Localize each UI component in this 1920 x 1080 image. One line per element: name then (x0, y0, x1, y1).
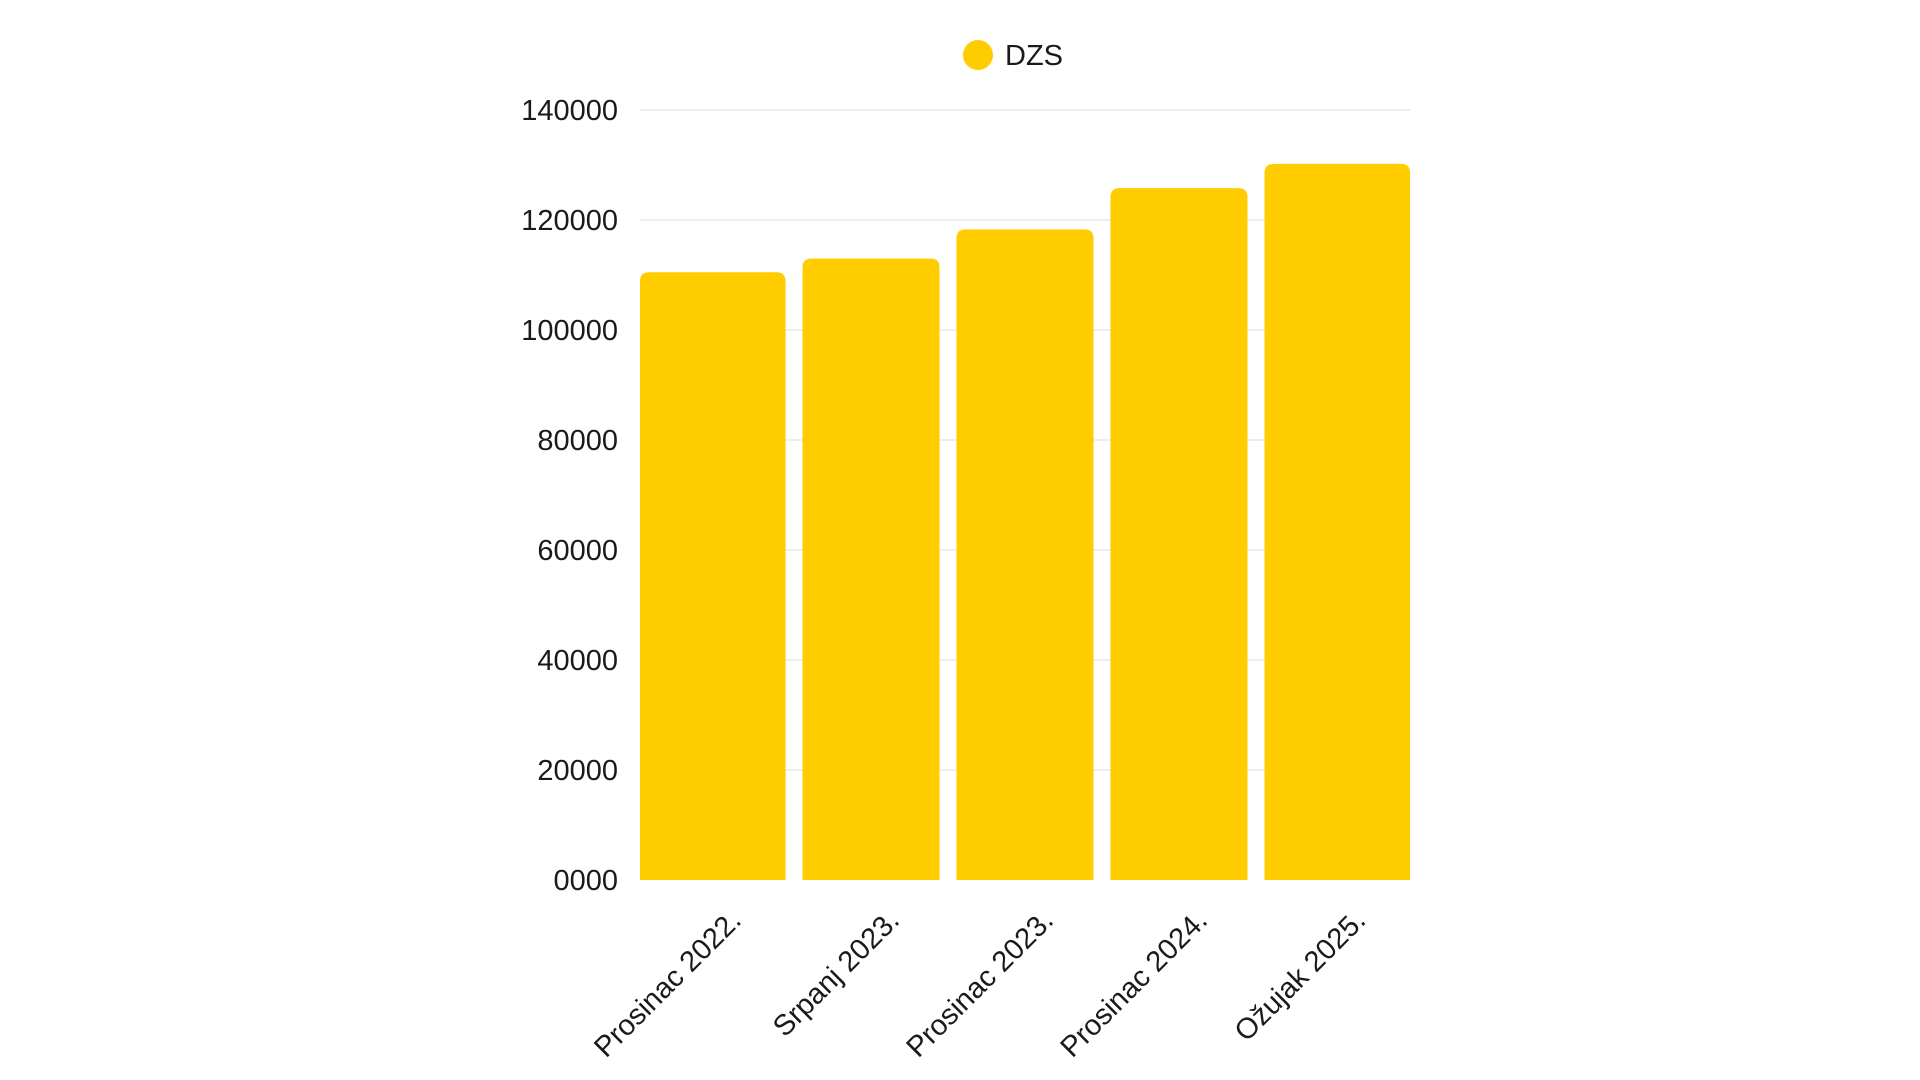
x-tick-label: Prosinac 2022. (588, 904, 747, 1063)
y-axis: 0000 20000 40000 60000 80000 100000 120000 1400… (521, 95, 618, 897)
y-tick-label: 120000 (521, 205, 618, 237)
x-tick-label: Ožujak 2025. (1229, 904, 1372, 1047)
x-axis: Prosinac 2022. Srpanj 2023.Prosinac 2023.… (588, 904, 1372, 1063)
y-tick-label: 140000 (521, 95, 618, 127)
bar-5 (1264, 163, 1410, 880)
bar-3 (956, 229, 1094, 881)
y-tick-label: 40000 (537, 645, 618, 677)
y-tick-label: 100000 (521, 315, 618, 347)
x-tick-label: Prosinac 2024. (1055, 904, 1214, 1063)
legend-label-dzs: DZS (1005, 40, 1063, 72)
y-tick-label: 60000 (537, 535, 618, 567)
y-tick-label: 80000 (537, 425, 618, 457)
y-tick-label: 0000 (553, 865, 618, 897)
legend: DZS (963, 40, 1063, 72)
bars (640, 163, 1410, 881)
x-tick-label: Srpanj 2023. (767, 904, 906, 1043)
bar-1 (640, 272, 786, 880)
legend-swatch-dzs (963, 40, 993, 70)
bar-4 (1110, 188, 1248, 881)
x-tick-label: Prosinac 2023. (901, 904, 1060, 1063)
y-tick-label: 20000 (537, 755, 618, 787)
bar-2 (802, 258, 940, 880)
